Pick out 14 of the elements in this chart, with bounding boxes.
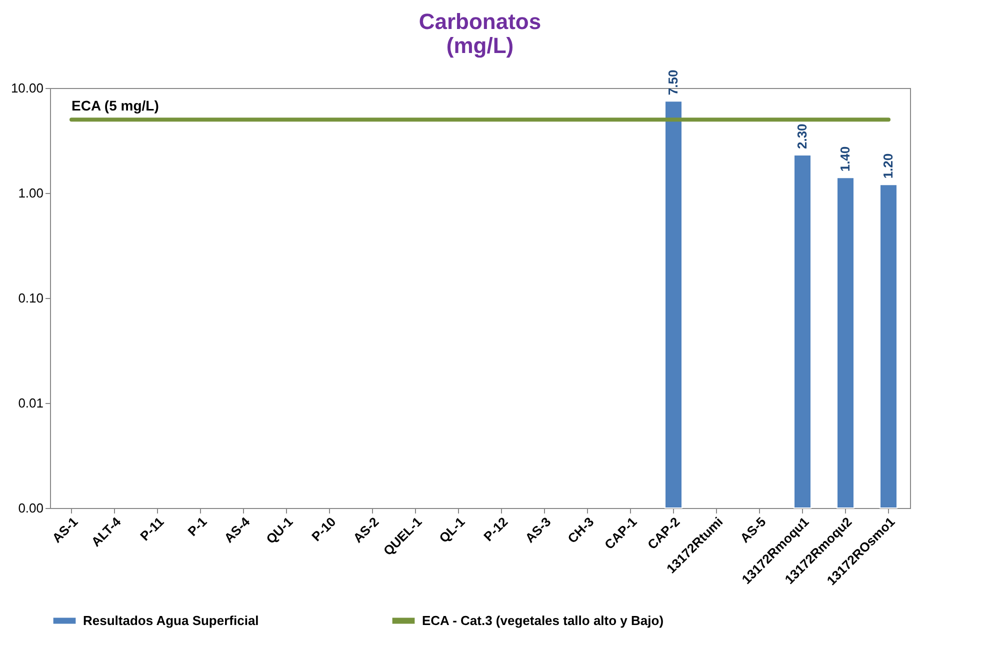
- data-label: 1.20: [880, 153, 896, 179]
- data-label: 1.40: [838, 146, 852, 172]
- x-tick-label: P-1: [184, 514, 210, 539]
- data-label: 2.30: [794, 124, 810, 150]
- y-tick-label: 0.00: [18, 500, 44, 516]
- y-tick-label: 0.10: [18, 290, 44, 306]
- annotation: ECA (5 mg/L): [72, 98, 159, 114]
- y-tick-label: 1.00: [18, 186, 44, 200]
- legend-label: Resultados Agua Superficial: [83, 612, 259, 628]
- y-tick-label: 0.01: [18, 396, 44, 410]
- data-label: 7.50: [666, 70, 680, 96]
- chart-title: Carbonatos (mg/L): [418, 8, 542, 58]
- y-tick-label: 10.00: [10, 80, 44, 96]
- legend-label: ECA - Cat.3 (vegetales tallo alto y Bajo): [422, 612, 664, 628]
